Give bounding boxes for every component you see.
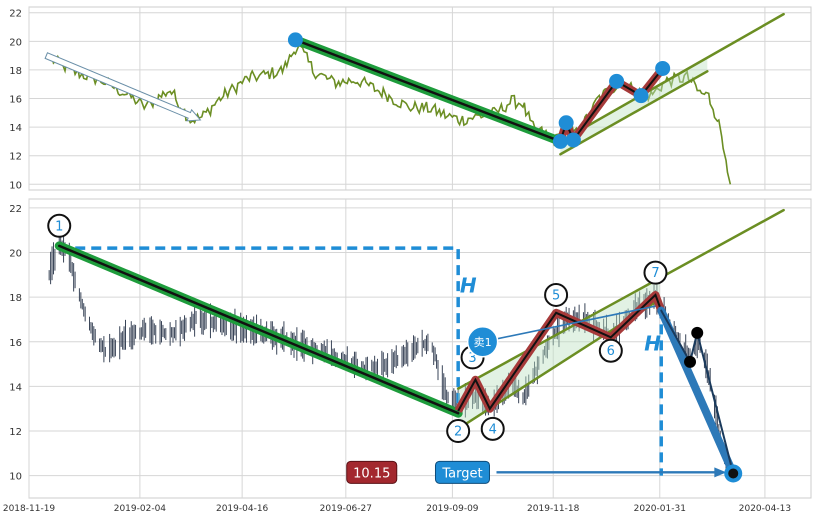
- wave-label-5: 5: [552, 288, 560, 303]
- x-tick-label: 2019-04-16: [216, 504, 269, 514]
- sell-marker: [466, 326, 499, 358]
- wave-label-1: 1: [55, 219, 63, 234]
- wave-label-4: 4: [489, 422, 497, 437]
- top-y-tick-label: 14: [9, 123, 22, 134]
- top-y-tick-label: 18: [9, 66, 22, 77]
- pivot-black-dot: [691, 326, 704, 339]
- top-price-line: [45, 44, 732, 185]
- height-label: H: [644, 332, 661, 356]
- wave-label-circle: [47, 213, 72, 238]
- bottom-y-tick-label: 14: [9, 382, 22, 393]
- bottom-downtrend-core: [57, 244, 460, 415]
- wave-label-circle: [544, 282, 569, 307]
- bottom-y-tick-label: 10: [9, 472, 22, 483]
- price-box: [346, 460, 398, 484]
- x-tick-label: 2020-04-13: [739, 504, 791, 514]
- wave-label-6: 6: [607, 344, 615, 359]
- top-pivot-point: [552, 133, 568, 149]
- top-channel-lower: [559, 70, 709, 156]
- top-pivot-point: [609, 73, 625, 89]
- wave-label-circle: [480, 416, 505, 441]
- target-arrow-head: [714, 467, 727, 478]
- x-tick-label: 2019-06-27: [320, 504, 372, 514]
- x-tick-label: 2018-11-19: [3, 504, 56, 514]
- wave-label-circle: [446, 419, 471, 444]
- wave-label-2: 2: [454, 425, 462, 440]
- height-dashed-line: [59, 246, 460, 411]
- bottom-channel-upper: [456, 208, 785, 390]
- top-y-tick-label: 20: [9, 37, 22, 48]
- top-y-tick-label: 12: [9, 152, 22, 163]
- x-tick-label: 2020-01-31: [634, 504, 686, 514]
- bottom-y-tick-label: 12: [9, 427, 22, 438]
- bottom-wave-core: [457, 293, 663, 412]
- bottom-y-tick-label: 22: [9, 204, 22, 215]
- pivot-black-dot: [684, 355, 697, 368]
- top-y-tick-label: 22: [9, 9, 22, 20]
- bottom-y-tick-label: 18: [9, 293, 22, 304]
- wave-label-circle: [643, 260, 668, 285]
- top-channel-upper: [559, 12, 785, 143]
- top-pivot-point: [633, 88, 649, 104]
- x-tick-label: 2019-02-04: [114, 504, 167, 514]
- target-box-label: Target: [441, 466, 482, 481]
- wave-label-7: 7: [651, 266, 659, 281]
- x-tick-label: 2019-09-09: [426, 504, 479, 514]
- top-y-tick-label: 16: [9, 95, 22, 106]
- top-pivot-point: [565, 132, 581, 148]
- x-tick-label: 2019-11-18: [527, 504, 580, 514]
- top-channel-fill: [560, 57, 708, 155]
- top-trend-arrow: [44, 52, 202, 122]
- fall-projection-line: [696, 331, 735, 475]
- sell-label: 卖1: [474, 336, 492, 349]
- wave-label-circle: [598, 338, 623, 363]
- shared-x-axis: 2018-11-19 2019-02-04 2019-04-16 2019-06-27…: [3, 504, 791, 514]
- top-y-tick-label: 10: [9, 180, 22, 191]
- bottom-y-tick-label: 16: [9, 338, 22, 349]
- target-point-core: [728, 468, 739, 479]
- top-downtrend-core: [294, 38, 562, 143]
- fall-projection-line: [660, 309, 692, 363]
- price-box-label: 10.15: [353, 466, 390, 481]
- wave-label-3: 3: [468, 351, 476, 366]
- top-pivot-point: [655, 60, 671, 76]
- target-box: [434, 460, 490, 484]
- bottom-y-tick-label: 20: [9, 249, 22, 260]
- sell-pointer-line: [482, 305, 656, 343]
- top-chart-panel: 10 12 14 16 18 20 22: [9, 6, 812, 191]
- top-pivot-point: [558, 115, 574, 131]
- top-pivot-point: [287, 32, 303, 48]
- fall-projection-line: [657, 306, 738, 478]
- height-label: H: [460, 274, 477, 298]
